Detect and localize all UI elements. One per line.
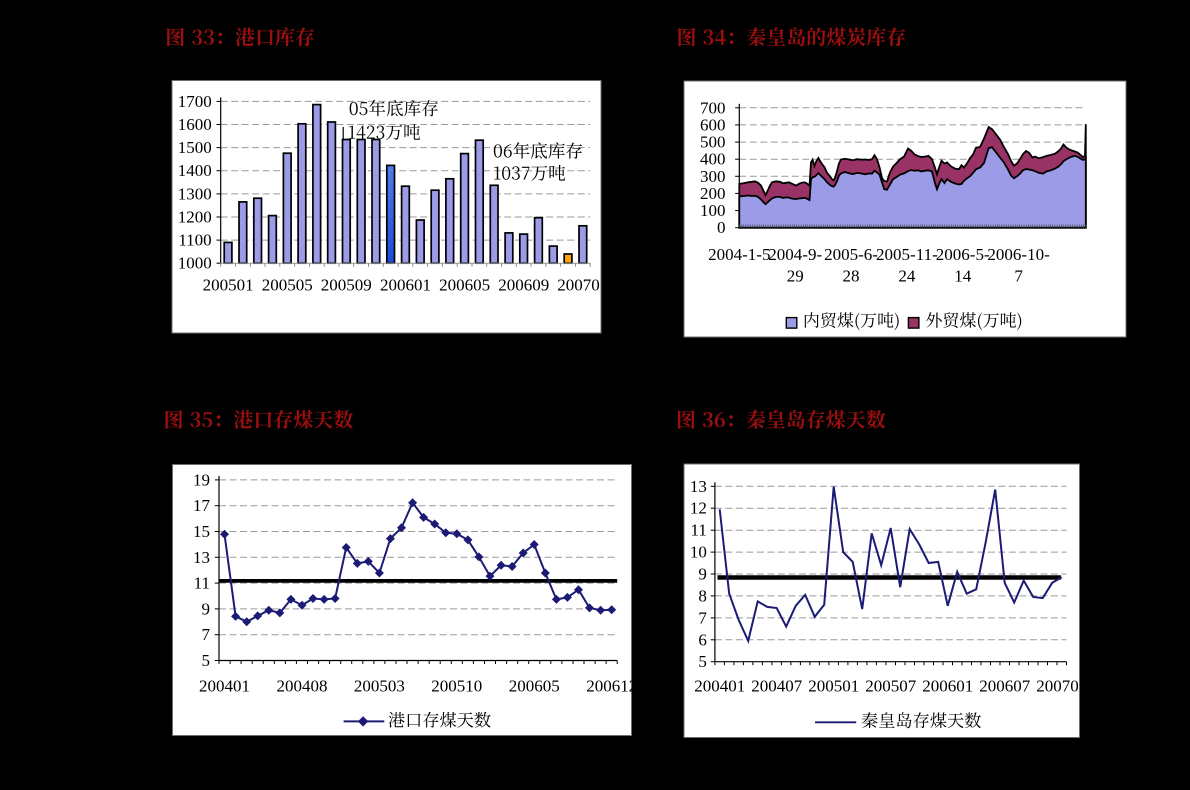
svg-text:200503: 200503	[354, 676, 405, 695]
svg-text:200407: 200407	[751, 676, 803, 695]
svg-text:200601: 200601	[380, 276, 431, 295]
svg-text:600: 600	[700, 115, 726, 134]
svg-text:11: 11	[194, 574, 210, 593]
svg-text:200701: 200701	[1036, 676, 1087, 695]
svg-text:300: 300	[700, 167, 726, 186]
svg-text:15: 15	[193, 522, 210, 541]
svg-text:1600: 1600	[178, 115, 212, 134]
svg-text:7: 7	[202, 625, 211, 644]
svg-text:200701: 200701	[557, 276, 608, 295]
svg-text:13: 13	[193, 548, 210, 567]
svg-text:200605: 200605	[509, 676, 560, 695]
svg-text:200510: 200510	[431, 676, 482, 695]
svg-text:200605: 200605	[439, 276, 490, 295]
svg-text:1700: 1700	[178, 92, 212, 111]
svg-text:28: 28	[843, 267, 860, 286]
svg-text:17: 17	[193, 496, 211, 515]
svg-text:200501: 200501	[203, 276, 254, 295]
svg-text:9: 9	[202, 599, 211, 618]
svg-text:2006-5-: 2006-5-	[936, 245, 990, 264]
svg-text:24: 24	[898, 267, 916, 286]
svg-text:6: 6	[698, 630, 707, 649]
svg-text:10: 10	[690, 543, 707, 562]
svg-text:8: 8	[698, 586, 707, 605]
svg-text:14: 14	[954, 267, 972, 286]
svg-text:19: 19	[193, 470, 210, 489]
svg-text:1100: 1100	[178, 231, 211, 250]
svg-text:200: 200	[700, 184, 726, 203]
svg-text:1400: 1400	[178, 161, 212, 180]
svg-text:200607: 200607	[979, 676, 1031, 695]
svg-text:1500: 1500	[178, 138, 212, 157]
svg-text:1200: 1200	[178, 208, 212, 227]
svg-text:200505: 200505	[262, 276, 313, 295]
svg-text:2005-6-: 2005-6-	[824, 245, 878, 264]
svg-text:200408: 200408	[277, 676, 328, 695]
svg-text:12: 12	[690, 499, 707, 518]
svg-text:200509: 200509	[321, 276, 372, 295]
svg-text:400: 400	[700, 150, 726, 169]
svg-text:1300: 1300	[178, 184, 212, 203]
svg-text:11: 11	[691, 521, 707, 540]
svg-text:5: 5	[202, 651, 211, 670]
svg-text:2004-9-: 2004-9-	[768, 245, 822, 264]
svg-text:200507: 200507	[865, 676, 917, 695]
svg-text:7: 7	[1014, 267, 1023, 286]
svg-text:200401: 200401	[199, 676, 250, 695]
svg-text:500: 500	[700, 133, 726, 152]
svg-text:7: 7	[698, 608, 707, 627]
svg-text:200612: 200612	[586, 676, 637, 695]
svg-text:700: 700	[700, 98, 726, 117]
svg-text:0: 0	[717, 218, 726, 237]
svg-text:200401: 200401	[694, 676, 745, 695]
svg-text:1000: 1000	[178, 254, 212, 273]
svg-text:29: 29	[787, 267, 804, 286]
svg-text:2006-10-: 2006-10-	[987, 245, 1050, 264]
svg-text:200609: 200609	[498, 276, 549, 295]
svg-text:2005-11-: 2005-11-	[876, 245, 938, 264]
svg-text:200501: 200501	[808, 676, 859, 695]
svg-text:200601: 200601	[922, 676, 973, 695]
svg-text:9: 9	[698, 565, 707, 584]
svg-text:2004-1-5: 2004-1-5	[708, 245, 770, 264]
svg-text:5: 5	[698, 652, 707, 671]
svg-text:100: 100	[700, 201, 726, 220]
svg-text:13: 13	[690, 477, 707, 496]
